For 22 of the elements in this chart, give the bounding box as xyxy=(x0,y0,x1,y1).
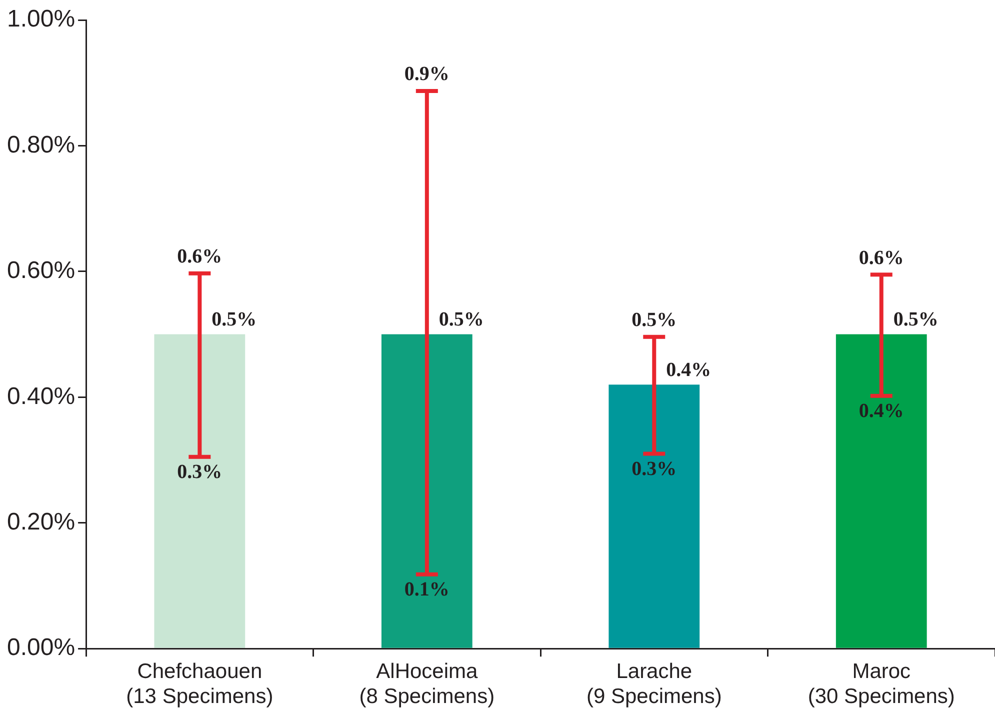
data-label: 0.5% xyxy=(438,308,484,330)
y-tick-label: 0.00% xyxy=(6,634,76,662)
annotation: 0.3% xyxy=(632,458,677,480)
y-tick-label: 0.40% xyxy=(6,382,76,410)
data-label: 0.5% xyxy=(893,308,938,330)
annotation: 0.4% xyxy=(858,400,904,422)
y-tick-label: 0.20% xyxy=(6,508,76,536)
annotation: 0.5% xyxy=(632,308,677,331)
x-tick-label: Chefchaouen (13 Specimens) xyxy=(126,660,274,708)
annotation: 0.6% xyxy=(858,246,904,269)
y-tick-label: 1.00% xyxy=(6,6,76,33)
annotation: 0.6% xyxy=(177,246,222,268)
annotation: 0.3% xyxy=(177,461,222,484)
annotation: 0.1% xyxy=(404,578,450,601)
y-tick-label: 0.80% xyxy=(6,131,76,158)
x-tick-label: Maroc (30 Specimens) xyxy=(808,660,955,708)
x-tick-label: Larache (9 Specimens) xyxy=(586,660,722,708)
data-label: 0.5% xyxy=(212,308,257,330)
annotation: 0.9% xyxy=(404,63,450,86)
data-label: 0.4% xyxy=(666,358,712,381)
x-tick-label: AlHoceima (8 Specimens) xyxy=(359,660,495,708)
y-tick-label: 0.60% xyxy=(6,257,76,284)
